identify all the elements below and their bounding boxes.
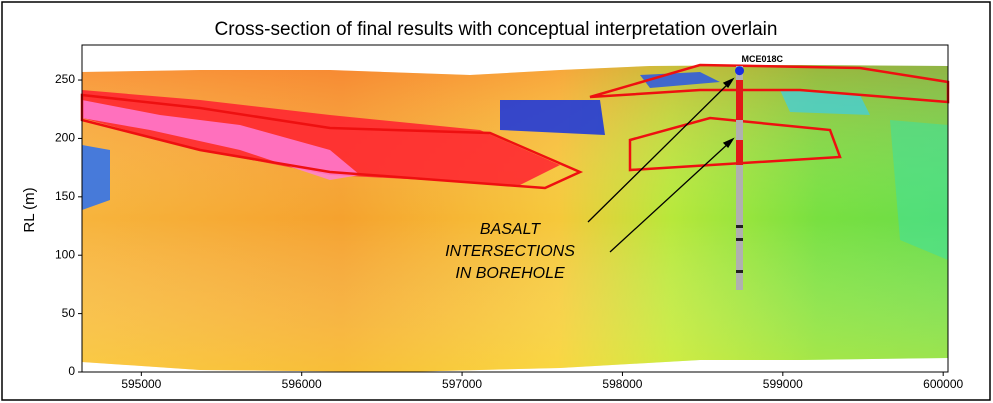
borehole-name: MCE018C [742,54,784,64]
y-tick-label: 150 [55,189,75,203]
x-tick-label: 595000 [121,377,161,391]
x-tick-label: 599000 [763,377,803,391]
annotation: INTERSECTIONS [445,243,575,260]
plot-area [81,44,949,373]
x-tick-label: 597000 [442,377,482,391]
annotation: IN BOREHOLE [455,265,565,282]
y-tick-label: 200 [55,131,75,145]
y-tick-label: 250 [55,72,75,86]
chart-title: Cross-section of final results with conc… [215,19,778,40]
y-tick-label: 0 [68,364,75,378]
borehole-collar [735,66,745,76]
annotation: BASALT [480,221,541,238]
x-tick-label: 598000 [602,377,642,391]
borehole-log [736,66,743,290]
y-tick-label: 100 [55,247,75,261]
y-axis-label: RL (m) [21,187,38,232]
y-tick-label: 50 [62,306,76,320]
x-tick-label: 600000 [923,377,963,391]
x-tick-label: 596000 [282,377,322,391]
arrows [587,77,735,253]
